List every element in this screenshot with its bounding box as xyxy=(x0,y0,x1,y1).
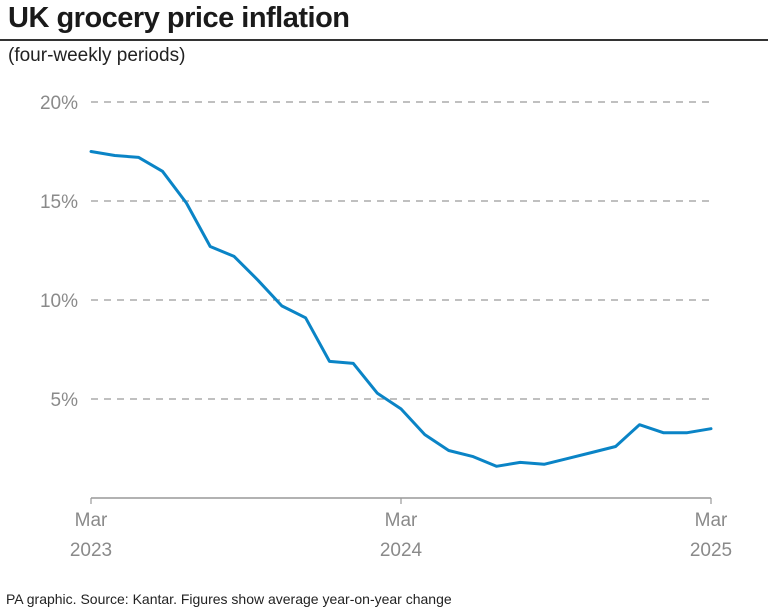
inflation-line xyxy=(89,150,713,468)
title-rule xyxy=(0,39,768,41)
y-tick-label: 15% xyxy=(40,192,78,213)
x-tick-label-year: 2024 xyxy=(380,540,423,561)
chart-title: UK grocery price inflation xyxy=(8,2,350,34)
source-note: PA graphic. Source: Kantar. Figures show… xyxy=(6,591,452,607)
x-tick-label-month: Mar xyxy=(385,510,418,531)
y-tick-label: 20% xyxy=(40,93,78,114)
x-tick-label-month: Mar xyxy=(695,510,728,531)
y-tick-label: 10% xyxy=(40,291,78,312)
chart-subtitle: (four-weekly periods) xyxy=(8,45,186,66)
y-tick-label: 5% xyxy=(51,390,79,411)
x-tick-label-year: 2025 xyxy=(690,540,732,561)
x-tick-label-month: Mar xyxy=(75,510,108,531)
x-tick-label-year: 2023 xyxy=(70,540,112,561)
